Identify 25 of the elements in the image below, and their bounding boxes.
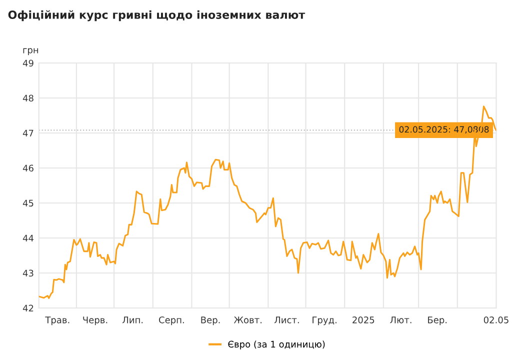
y-tick-label: 43 xyxy=(22,270,34,277)
y-tick-label: 47 xyxy=(22,130,34,136)
annotation: 02.05.2025: 47,0808 xyxy=(399,126,489,134)
y-tick-label: 46 xyxy=(22,164,34,172)
x-tick-label: 2025 xyxy=(352,316,374,324)
chart-title: Офіційний курс гривні щодо іноземних валют xyxy=(8,10,306,22)
x-tick-label: Груд. xyxy=(312,316,336,326)
y-tick-label: 45 xyxy=(22,200,34,207)
x-tick-label: Трав. xyxy=(45,316,70,326)
line-series xyxy=(38,106,496,299)
x-tick-label: Лист. xyxy=(274,316,299,324)
x-tick-label: Вер. xyxy=(201,316,220,326)
y-tick-label: 44 xyxy=(22,234,34,242)
legend-label: Євро (за 1 одиницю) xyxy=(228,340,325,350)
x-tick-label: Жовт. xyxy=(234,316,262,324)
x-tick-label: Серп. xyxy=(159,316,184,326)
x-tick-label: Лют. xyxy=(390,316,412,324)
x-tick-label: Лип. xyxy=(122,316,143,324)
x-tick-label: 02.05 xyxy=(484,316,508,324)
y-tick-label: 42 xyxy=(22,304,34,312)
y-axis-title: грн xyxy=(23,48,38,56)
y-tick-label: 49 xyxy=(22,60,34,67)
x-tick-label: Бер. xyxy=(428,316,447,326)
x-tick-label: Черв. xyxy=(83,316,108,326)
y-tick-label: 48 xyxy=(22,94,34,102)
